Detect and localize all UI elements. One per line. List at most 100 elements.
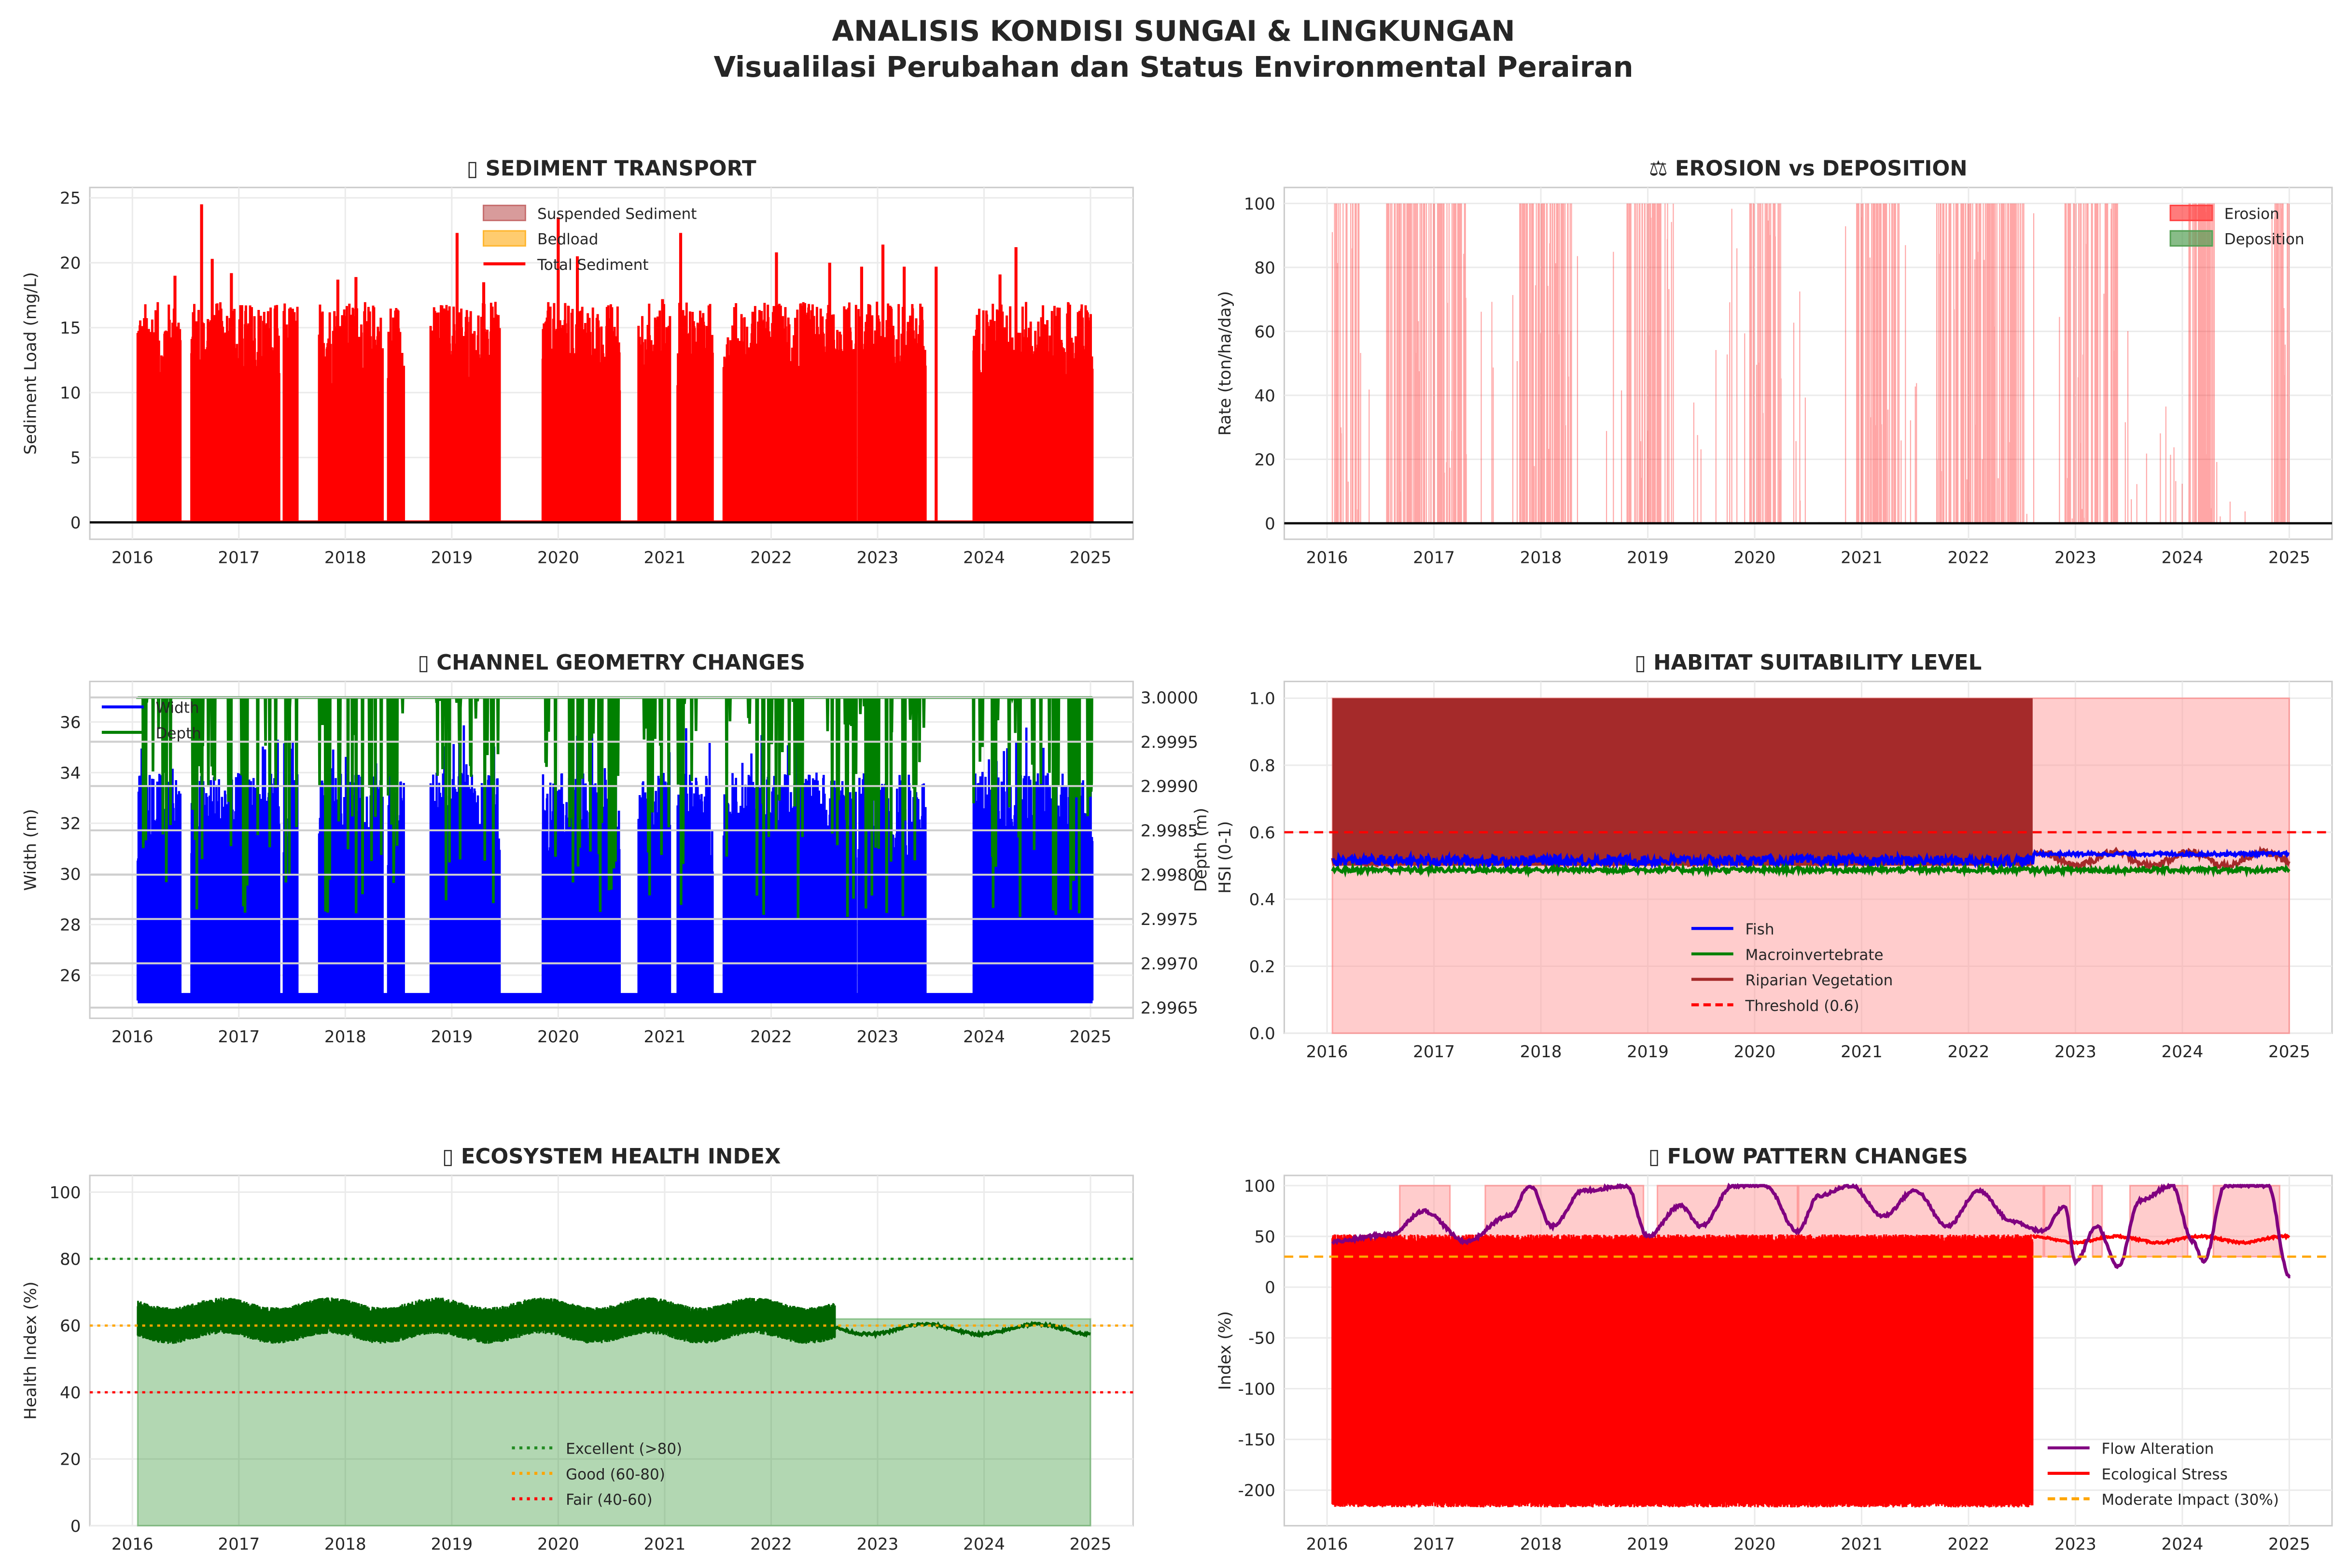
x-tick-label: 2018	[1520, 1042, 1562, 1062]
x-tick-label: 2018	[324, 1027, 366, 1047]
x-tick-label: 2025	[1070, 548, 1112, 568]
x-tick-label: 2020	[1734, 1535, 1776, 1554]
legend-label: Fair (40-60)	[566, 1491, 652, 1509]
y-tick-label: -200	[1238, 1481, 1275, 1500]
x-tick-label: 2022	[750, 1027, 792, 1047]
x-tick-label: 2024	[2162, 1535, 2204, 1554]
legend-swatch	[482, 205, 526, 222]
high-alteration-region	[2043, 1185, 2071, 1258]
plot-area	[89, 1175, 1134, 1526]
legend-label: Deposition	[2224, 231, 2305, 248]
y-tick-label: 50	[1254, 1227, 1275, 1246]
y-tick-label: 40	[1254, 386, 1275, 406]
x-tick-label: 2022	[1948, 1535, 1990, 1554]
legend-label: Erosion	[2224, 205, 2279, 223]
health-area	[137, 1318, 1091, 1526]
riparian-line	[1331, 845, 2291, 873]
x-tick-label: 2022	[750, 548, 792, 568]
legend-label: Riparian Vegetation	[1745, 972, 1893, 989]
x-tick-label: 2021	[1841, 1042, 1883, 1062]
legend-label: Depth	[155, 725, 201, 742]
x-tick-label: 2025	[2268, 1042, 2310, 1062]
y-tick-label: 100	[49, 1183, 81, 1203]
right-y-tick-label: 2.9965	[1141, 999, 1198, 1018]
y-tick-label: 60	[60, 1316, 81, 1336]
x-tick-label: 2019	[1627, 1535, 1669, 1554]
figure-title: ANALISIS KONDISI SUNGAI & LINGKUNGAN	[832, 14, 1515, 47]
x-tick-label: 2021	[644, 548, 686, 568]
legend-label: Threshold (0.6)	[1745, 997, 1859, 1015]
right-y-tick-label: 2.9995	[1141, 733, 1198, 752]
plot-area	[1283, 186, 2333, 540]
right-y-tick-label: 3.0000	[1141, 688, 1198, 708]
legend-label: Macroinvertebrate	[1745, 946, 1883, 964]
panel-title: ▯ CHANNEL GEOMETRY CHANGES	[418, 651, 805, 675]
y-tick-label: 100	[1244, 1176, 1275, 1196]
y-tick-label: 20	[60, 1450, 81, 1470]
x-tick-label: 2016	[112, 1027, 154, 1047]
panel-4: ▯ HABITAT SUITABILITY LEVEL 2016 2017 2018 2…	[1215, 651, 2333, 1062]
x-tick-label: 2016	[1306, 548, 1348, 568]
x-tick-label: 2023	[857, 1535, 899, 1554]
x-tick-label: 2019	[1627, 1042, 1669, 1062]
x-tick-label: 2022	[1948, 1042, 1990, 1062]
legend-label: Fish	[1745, 921, 1774, 938]
legend-label: Moderate Impact (30%)	[2101, 1491, 2278, 1509]
x-tick-label: 2016	[1306, 1042, 1348, 1062]
fish-line	[1332, 849, 2290, 871]
y-axis-label: Index (%)	[1215, 1311, 1235, 1390]
x-tick-label: 2025	[1070, 1027, 1112, 1047]
legend-label: Suspended Sediment	[537, 205, 697, 223]
x-tick-label: 2022	[1948, 548, 1990, 568]
x-tick-label: 2017	[1413, 548, 1455, 568]
marks	[90, 1258, 1133, 1526]
flow-alteration-line	[1331, 1182, 2291, 1278]
x-tick-label: 2023	[857, 1027, 899, 1047]
legend-label: Excellent (>80)	[566, 1441, 682, 1458]
y-tick-label: 0	[70, 513, 81, 532]
legend-label: Width	[155, 700, 199, 717]
y-tick-label: 20	[60, 254, 81, 273]
legend-label: Good (60-80)	[566, 1466, 665, 1483]
x-tick-label: 2019	[431, 548, 473, 568]
macroinvertebrate-line	[1331, 861, 2291, 878]
panel-title: ▯ SEDIMENT TRANSPORT	[467, 157, 756, 181]
panel-5: ▯ ECOSYSTEM HEALTH INDEX 2016 2017 2018 2019…	[21, 1145, 1134, 1554]
y-tick-label: 80	[60, 1250, 81, 1269]
ecological-stress-line	[2032, 1233, 2291, 1246]
x-tick-label: 2021	[644, 1535, 686, 1554]
width-series	[136, 722, 1094, 1001]
y-tick-label: 0	[1265, 1278, 1275, 1298]
ecological-stress-dense	[1331, 1234, 2034, 1508]
x-tick-label: 2020	[537, 1027, 579, 1047]
x-tick-label: 2019	[1627, 548, 1669, 568]
y-tick-label: 1.0	[1249, 689, 1275, 709]
y-tick-label: 30	[60, 865, 81, 884]
right-y-tick-label: 2.9985	[1141, 821, 1198, 840]
y-axis-label: Rate (ton/ha/day)	[1215, 291, 1235, 436]
legend-label: Flow Alteration	[2101, 1441, 2214, 1458]
panel-title: ⚖ EROSION vs DEPOSITION	[1649, 157, 1968, 181]
y-tick-label: -100	[1238, 1380, 1275, 1399]
x-tick-label: 2020	[537, 1535, 579, 1554]
y-tick-label: 60	[1254, 322, 1275, 342]
panel-3: ▯ CHANNEL GEOMETRY CHANGES 2016 2017 2018 20…	[21, 651, 1211, 1047]
y-tick-label: 0	[70, 1517, 81, 1536]
y-tick-label: 36	[60, 713, 81, 732]
x-tick-label: 2025	[1070, 1535, 1112, 1554]
high-alteration-region	[2092, 1185, 2103, 1258]
high-alteration-region	[2212, 1185, 2281, 1258]
right-y-tick-label: 2.9990	[1141, 777, 1198, 797]
y-tick-label: -50	[1248, 1329, 1275, 1348]
x-tick-label: 2019	[431, 1535, 473, 1554]
legend-label: Total Sediment	[537, 256, 648, 274]
y-tick-label: 34	[60, 764, 81, 783]
y-tick-label: 0	[1265, 514, 1275, 533]
x-tick-label: 2020	[1734, 548, 1776, 568]
legend-swatch	[482, 230, 526, 247]
panel-title: ▯ FLOW PATTERN CHANGES	[1648, 1145, 1968, 1169]
x-tick-label: 2021	[1841, 548, 1883, 568]
x-tick-label: 2016	[112, 548, 154, 568]
x-tick-label: 2025	[2268, 1535, 2310, 1554]
